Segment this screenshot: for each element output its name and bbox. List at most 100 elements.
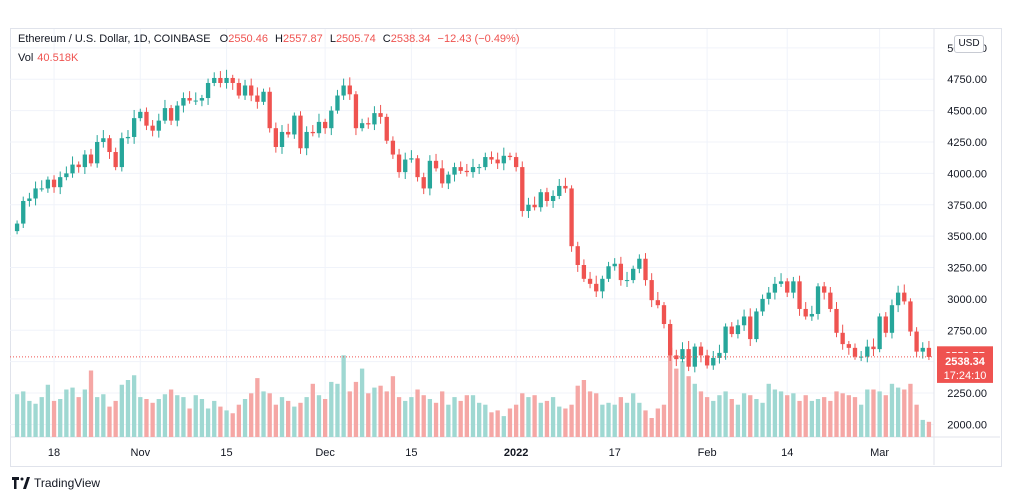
volume-bar: [193, 395, 198, 437]
candle-body: [292, 115, 297, 135]
volume-bar: [58, 399, 63, 437]
change-value: −12.43 (−0.49%): [437, 33, 520, 45]
candle-body: [483, 157, 488, 168]
volume-bar: [902, 389, 907, 437]
volume-bar: [520, 393, 525, 437]
candle-body: [557, 185, 562, 196]
volume-bar: [39, 397, 44, 437]
volume-bar: [440, 391, 445, 437]
candle-body: [230, 77, 235, 83]
volume-bar: [858, 404, 864, 437]
candle-body: [144, 111, 149, 126]
candle-body: [187, 98, 192, 101]
open-value: 2550.46: [228, 33, 268, 45]
volume-bar: [144, 399, 149, 437]
candle-body: [550, 195, 556, 201]
x-tick-label: Nov: [131, 447, 151, 459]
candle-body: [618, 263, 624, 281]
candle-body: [520, 167, 525, 212]
volume-bar: [680, 361, 685, 437]
candle-body: [766, 292, 771, 299]
volume-bar: [735, 404, 741, 437]
volume-bar: [347, 391, 352, 437]
candle-body: [686, 349, 691, 367]
y-tick-label: 3000.00: [947, 294, 987, 306]
candle-body: [58, 177, 63, 188]
candle-body: [717, 352, 722, 358]
volume-bar: [168, 389, 174, 437]
low-value: 2505.74: [335, 33, 376, 45]
candle-body: [735, 325, 741, 335]
currency-button[interactable]: USD: [954, 35, 984, 53]
volume-bar: [353, 381, 359, 437]
candle-body: [45, 179, 51, 189]
candle-body: [236, 82, 242, 96]
candle-body: [649, 280, 654, 301]
candle-body: [366, 123, 371, 125]
candle-body: [908, 301, 913, 332]
volume-bar: [286, 400, 291, 437]
x-tick-label: Dec: [315, 447, 335, 459]
volume-bar: [304, 397, 309, 437]
volume-bar: [846, 395, 851, 437]
volume-bar: [464, 395, 469, 437]
volume-bar: [815, 399, 821, 437]
volume-bar: [723, 391, 728, 437]
candle-body: [889, 305, 895, 333]
y-tick-label: 2000.00: [947, 419, 987, 431]
candle-body: [255, 95, 260, 102]
candle-body: [76, 164, 81, 168]
open-label: O: [219, 33, 229, 45]
candle-body: [711, 357, 716, 366]
candle-body: [322, 121, 328, 129]
candle-body: [279, 131, 285, 148]
candle-body: [470, 167, 476, 173]
volume-bar: [538, 402, 543, 437]
volume-bar: [415, 389, 420, 437]
volume-bar: [403, 400, 408, 437]
volume-bar: [224, 410, 229, 437]
candle-body: [286, 131, 291, 135]
x-tick-label: 15: [220, 447, 232, 459]
candle-body: [261, 91, 266, 102]
candle-body: [168, 108, 174, 121]
tradingview-branding[interactable]: TradingView: [12, 476, 100, 490]
volume-bar: [624, 402, 630, 437]
candle-body: [125, 136, 131, 139]
volume-bar: [212, 400, 217, 437]
candle-body: [347, 85, 352, 95]
volume-bar: [772, 389, 778, 437]
candle-body: [532, 204, 537, 208]
volume-bar: [156, 399, 161, 437]
volume-bar: [895, 387, 901, 437]
volume-label: Vol: [18, 52, 34, 64]
volume-bar: [908, 383, 913, 437]
y-tick-label: 3500.00: [947, 231, 987, 243]
candle-body: [729, 326, 734, 335]
volume-bar: [230, 413, 235, 437]
candle-body: [723, 326, 728, 353]
x-tick-label: 18: [48, 447, 60, 459]
volume-bar: [686, 376, 691, 437]
candle-body: [113, 152, 118, 168]
volume-bar: [920, 419, 925, 437]
candle-body: [378, 113, 383, 117]
volume-bar: [569, 404, 574, 437]
volume-bar: [507, 408, 513, 437]
volume-bar: [871, 389, 876, 437]
volume-bar: [21, 391, 26, 437]
volume-bar: [692, 383, 697, 437]
volume-bar: [27, 400, 32, 437]
candle-body: [138, 111, 143, 119]
volume-bar: [409, 397, 414, 437]
y-tick-label: 4500.00: [947, 106, 987, 118]
volume-bar: [778, 391, 784, 437]
volume-bar: [292, 406, 297, 437]
volume-bar: [852, 397, 858, 437]
candle-body: [64, 173, 69, 178]
volume-bar: [822, 397, 827, 437]
candle-body: [310, 131, 315, 134]
volume-bar: [205, 408, 211, 437]
y-tick-label: 4750.00: [947, 74, 987, 86]
